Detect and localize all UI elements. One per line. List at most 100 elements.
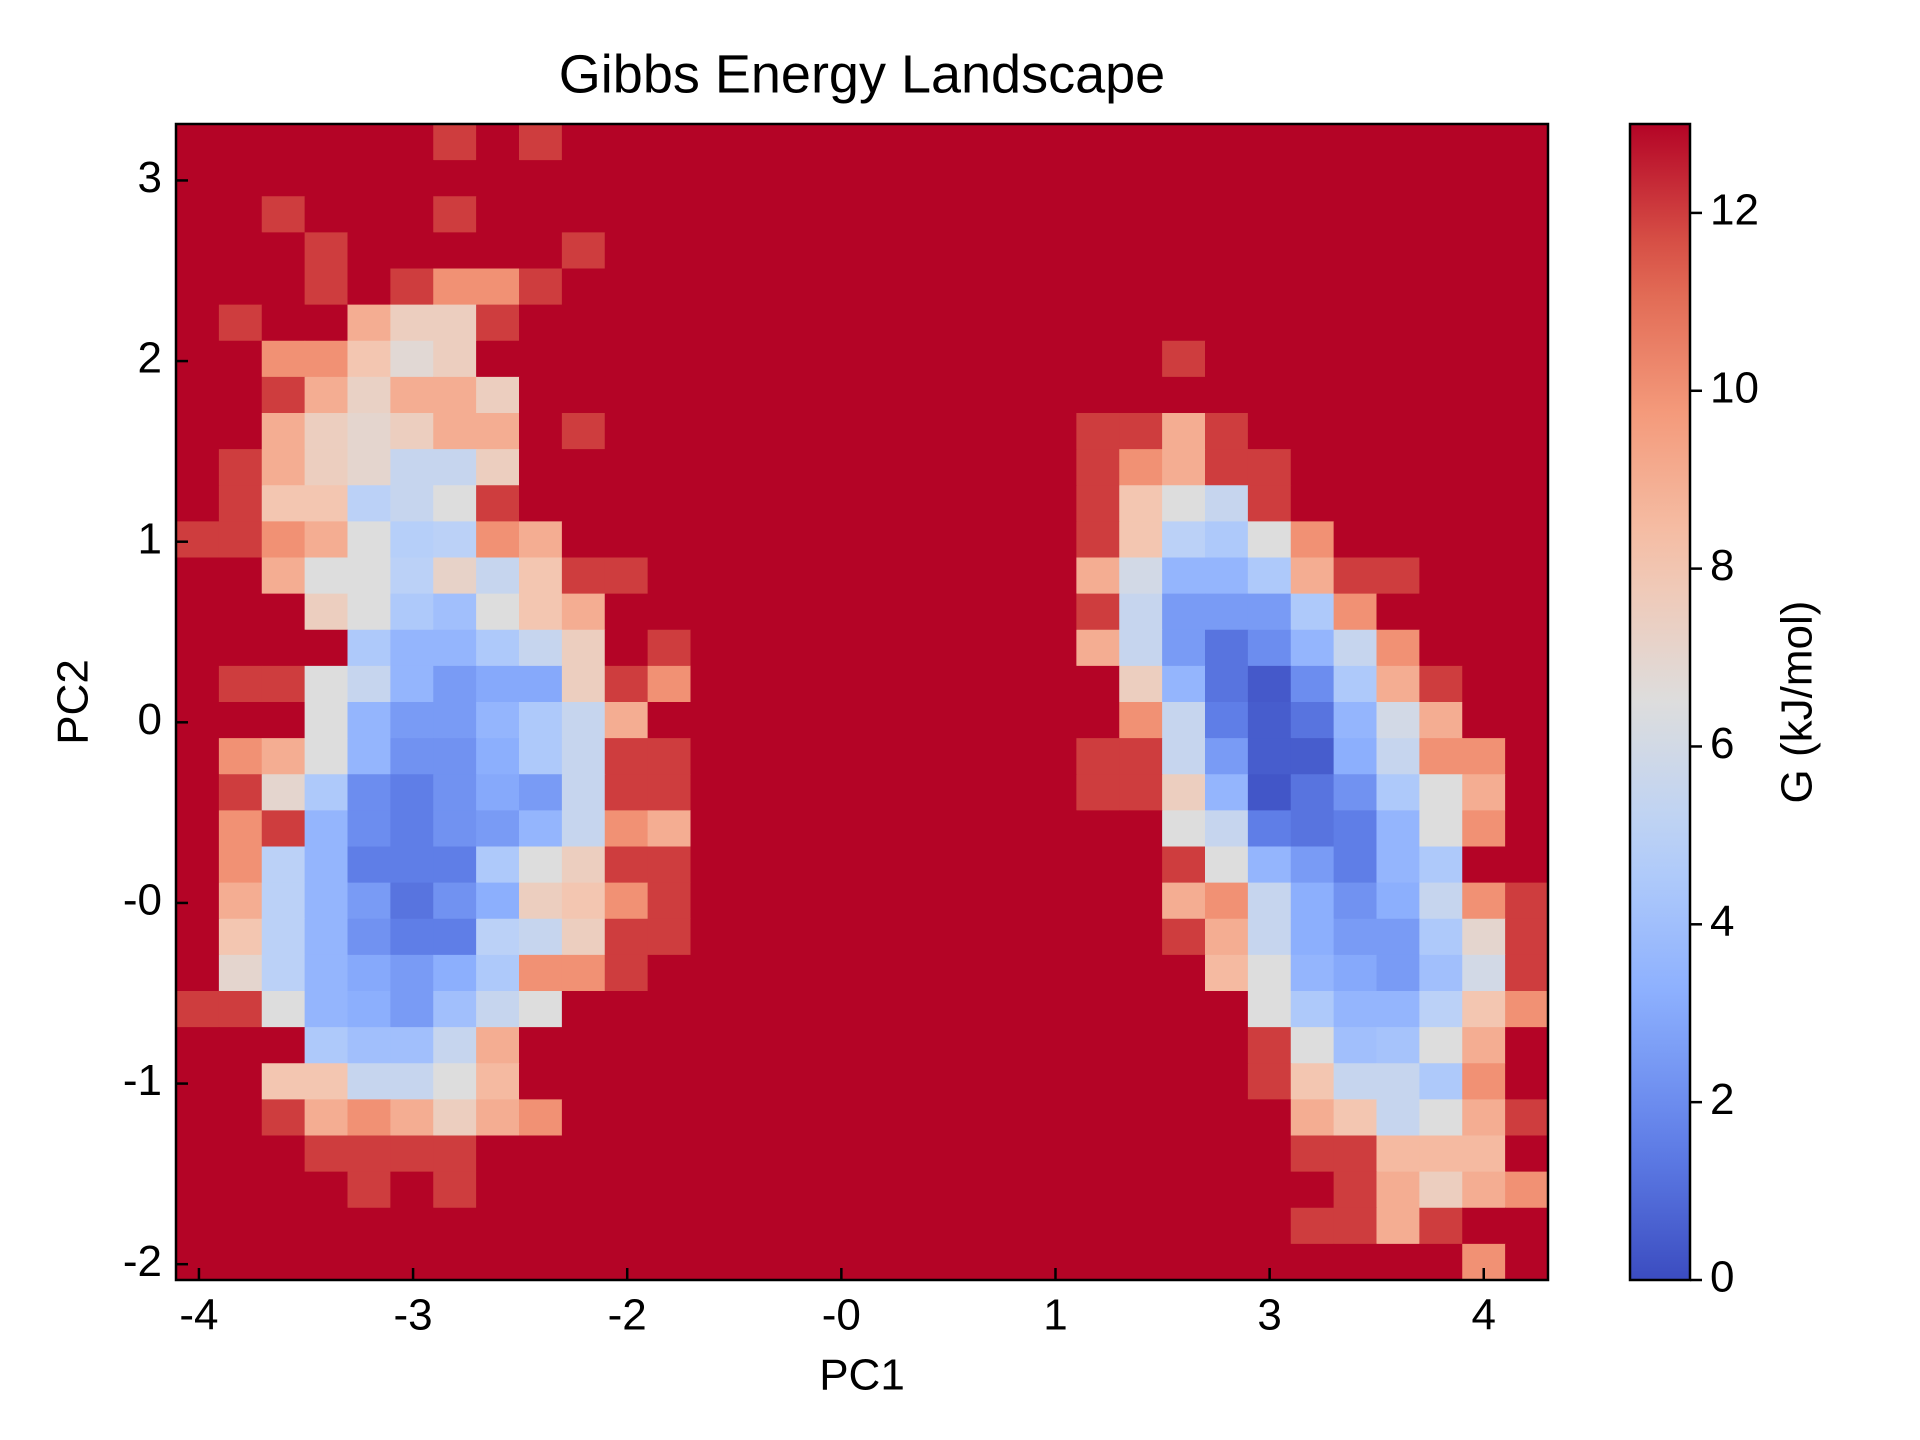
heatmap-cell: [1162, 1027, 1206, 1064]
heatmap-cell: [862, 1171, 906, 1209]
heatmap-cell: [1333, 232, 1378, 270]
heatmap-cell: [1076, 738, 1120, 775]
heatmap-cell: [1119, 702, 1163, 739]
heatmap-cell: [690, 232, 734, 270]
heatmap-cell: [261, 665, 306, 703]
heatmap-cell: [604, 810, 649, 848]
heatmap-cell: [990, 485, 1035, 522]
heatmap-cell: [476, 810, 520, 848]
heatmap-cell: [433, 340, 477, 378]
heatmap-cell: [776, 738, 820, 775]
heatmap-cell: [947, 991, 992, 1028]
heatmap-cell: [390, 160, 434, 197]
heatmap-cell: [561, 340, 606, 378]
heatmap-cell: [733, 232, 777, 270]
heatmap-cell: [604, 413, 649, 450]
heatmap-cell: [1033, 702, 1077, 739]
heatmap-cell: [218, 449, 263, 486]
heatmap-cell: [1333, 593, 1378, 631]
heatmap-cell: [519, 918, 563, 956]
heatmap-cell: [261, 810, 306, 848]
heatmap-cell: [561, 485, 606, 522]
heatmap-cell: [904, 629, 949, 667]
heatmap-cell: [1419, 774, 1463, 811]
heatmap-cell: [476, 774, 520, 811]
heatmap-cell: [604, 629, 649, 667]
heatmap-cell: [776, 196, 820, 233]
heatmap-cell: [1033, 124, 1077, 161]
heatmap-cell: [1419, 557, 1463, 595]
heatmap-cell: [862, 160, 906, 197]
heatmap-cell: [519, 810, 563, 848]
heatmap-cell: [1076, 991, 1120, 1028]
heatmap-cell: [690, 1135, 734, 1173]
heatmap-cell: [1419, 846, 1463, 884]
heatmap-cell: [261, 1243, 306, 1281]
heatmap-cell: [1033, 991, 1077, 1028]
heatmap-cell: [776, 918, 820, 956]
heatmap-cell: [947, 1207, 992, 1245]
heatmap-cell: [390, 232, 434, 270]
heatmap-cell: [947, 810, 992, 848]
heatmap-cell: [862, 557, 906, 595]
heatmap-cell: [1119, 1099, 1163, 1137]
heatmap-cell: [1205, 1135, 1249, 1173]
heatmap-cell: [476, 846, 520, 884]
heatmap-cell: [1333, 1027, 1378, 1064]
heatmap-cell: [733, 1027, 777, 1064]
heatmap-cell: [776, 376, 820, 414]
heatmap-cell: [1162, 160, 1206, 197]
heatmap-cell: [390, 846, 434, 884]
heatmap-cell: [604, 665, 649, 703]
heatmap-cell: [1076, 1243, 1120, 1281]
heatmap-cell: [476, 340, 520, 378]
heatmap-cell: [1290, 124, 1335, 161]
heatmap-cell: [990, 304, 1035, 342]
heatmap-cell: [604, 1099, 649, 1137]
heatmap-cell: [1462, 449, 1506, 486]
heatmap-cell: [1333, 1135, 1378, 1173]
heatmap-cell: [433, 1027, 477, 1064]
heatmap-cell: [904, 304, 949, 342]
heatmap-cell: [604, 196, 649, 233]
heatmap-cell: [176, 810, 220, 848]
heatmap-cell: [347, 268, 391, 306]
heatmap-cell: [1505, 1135, 1549, 1173]
heatmap-cell: [304, 1243, 349, 1281]
heatmap-cell: [561, 521, 606, 559]
heatmap-cell: [476, 376, 520, 414]
heatmap-cell: [690, 1243, 734, 1281]
heatmap-cell: [1419, 1171, 1463, 1209]
heatmap-cell: [904, 702, 949, 739]
heatmap-cell: [1119, 1027, 1163, 1064]
heatmap-cell: [1033, 340, 1077, 378]
heatmap-cell: [1033, 774, 1077, 811]
heatmap-cell: [218, 1171, 263, 1209]
heatmap-cell: [1033, 1027, 1077, 1064]
heatmap-cell: [176, 340, 220, 378]
heatmap-cell: [176, 774, 220, 811]
heatmap-cell: [519, 1135, 563, 1173]
heatmap-cell: [476, 702, 520, 739]
heatmap-cell: [1462, 846, 1506, 884]
x-tick-label: -2: [608, 1291, 647, 1340]
heatmap-cell: [733, 521, 777, 559]
heatmap-cell: [390, 1063, 434, 1100]
heatmap-cell: [433, 1063, 477, 1100]
heatmap-cell: [1505, 376, 1549, 414]
heatmap-cell: [1119, 521, 1163, 559]
heatmap-cell: [1247, 991, 1292, 1028]
heatmap-cell: [1462, 413, 1506, 450]
heatmap-cell: [1247, 160, 1292, 197]
heatmap-cell: [1290, 665, 1335, 703]
heatmap-cell: [776, 485, 820, 522]
heatmap-cell: [819, 268, 863, 306]
heatmap-cell: [561, 738, 606, 775]
heatmap-cell: [1162, 1171, 1206, 1209]
heatmap-cell: [1290, 918, 1335, 956]
heatmap-cell: [1333, 882, 1378, 920]
heatmap-cell: [647, 665, 692, 703]
heatmap-cell: [1333, 196, 1378, 233]
heatmap-cell: [347, 1027, 391, 1064]
heatmap-cell: [947, 1243, 992, 1281]
